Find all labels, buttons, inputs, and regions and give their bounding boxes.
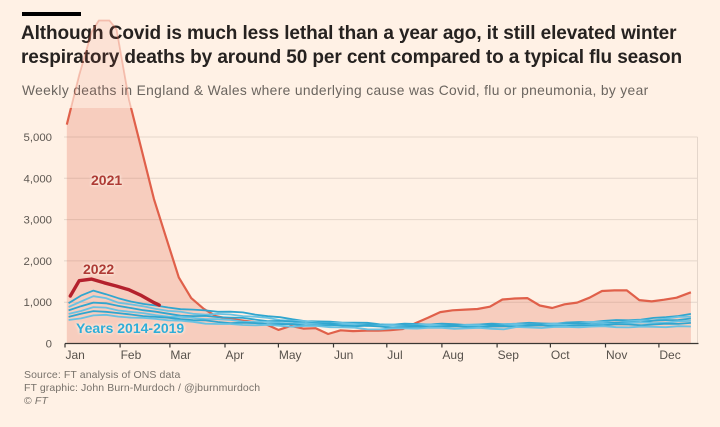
svg-text:5,000: 5,000 bbox=[23, 132, 52, 144]
svg-text:0: 0 bbox=[46, 339, 52, 351]
svg-text:Jun: Jun bbox=[334, 348, 353, 362]
svg-text:Feb: Feb bbox=[121, 348, 142, 362]
svg-text:Nov: Nov bbox=[606, 348, 627, 362]
svg-text:Jul: Jul bbox=[387, 348, 402, 362]
svg-text:Sep: Sep bbox=[498, 348, 520, 362]
svg-text:May: May bbox=[279, 348, 302, 362]
svg-text:Apr: Apr bbox=[226, 348, 245, 362]
svg-text:Aug: Aug bbox=[442, 348, 463, 362]
svg-text:Oct: Oct bbox=[551, 348, 570, 362]
svg-text:Dec: Dec bbox=[659, 348, 680, 362]
svg-text:2021: 2021 bbox=[91, 172, 122, 188]
svg-text:2022: 2022 bbox=[83, 261, 114, 277]
svg-text:2,000: 2,000 bbox=[23, 256, 52, 268]
svg-text:4,000: 4,000 bbox=[23, 173, 52, 185]
svg-text:Jan: Jan bbox=[66, 348, 85, 362]
svg-text:Mar: Mar bbox=[170, 348, 191, 362]
svg-text:1,000: 1,000 bbox=[23, 297, 52, 309]
svg-text:Years 2014-2019: Years 2014-2019 bbox=[76, 320, 184, 336]
svg-text:3,000: 3,000 bbox=[23, 215, 52, 227]
